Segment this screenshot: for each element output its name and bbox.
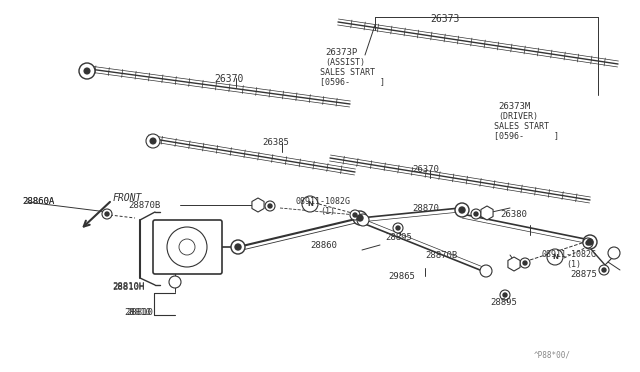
Circle shape xyxy=(167,227,207,267)
Text: [0596-      ]: [0596- ] xyxy=(494,131,559,140)
Text: SALES START: SALES START xyxy=(320,68,375,77)
Circle shape xyxy=(79,63,95,79)
Text: 28810: 28810 xyxy=(124,308,151,317)
Circle shape xyxy=(396,226,400,230)
Text: 08911-1082G: 08911-1082G xyxy=(542,250,597,259)
Polygon shape xyxy=(252,198,264,212)
Text: 28860: 28860 xyxy=(310,241,337,250)
Circle shape xyxy=(393,223,403,233)
Circle shape xyxy=(357,214,369,226)
Text: 26370: 26370 xyxy=(214,74,243,84)
Circle shape xyxy=(357,215,363,221)
Circle shape xyxy=(353,211,367,225)
Circle shape xyxy=(520,258,530,268)
Circle shape xyxy=(583,238,593,248)
Text: 28895: 28895 xyxy=(490,298,517,307)
Circle shape xyxy=(503,293,507,297)
Text: 28875: 28875 xyxy=(570,270,597,279)
Circle shape xyxy=(471,209,481,219)
Text: 28870B: 28870B xyxy=(425,251,457,260)
Text: 26385: 26385 xyxy=(262,138,289,147)
Circle shape xyxy=(474,212,478,216)
Circle shape xyxy=(146,134,160,148)
Text: 28860A: 28860A xyxy=(22,197,54,206)
Text: 28870: 28870 xyxy=(412,204,439,213)
Circle shape xyxy=(500,290,510,300)
Text: 28860A: 28860A xyxy=(22,197,54,206)
Text: 28810: 28810 xyxy=(126,308,153,317)
Text: 26373: 26373 xyxy=(430,14,460,24)
Text: 26373M: 26373M xyxy=(498,102,531,111)
Circle shape xyxy=(523,261,527,265)
Circle shape xyxy=(350,210,360,220)
Circle shape xyxy=(353,213,357,217)
Text: (DRIVER): (DRIVER) xyxy=(498,112,538,121)
Circle shape xyxy=(265,201,275,211)
Polygon shape xyxy=(508,257,520,271)
Text: [0596-      ]: [0596- ] xyxy=(320,77,385,86)
Text: 28810H: 28810H xyxy=(112,282,144,291)
Circle shape xyxy=(268,204,272,208)
Circle shape xyxy=(608,247,620,259)
Circle shape xyxy=(586,241,590,245)
Circle shape xyxy=(480,265,492,277)
Polygon shape xyxy=(481,206,493,220)
Text: 26380: 26380 xyxy=(500,210,527,219)
Circle shape xyxy=(102,209,112,219)
Circle shape xyxy=(455,203,469,217)
Text: N: N xyxy=(552,254,558,260)
Circle shape xyxy=(587,239,593,245)
Circle shape xyxy=(599,265,609,275)
Text: FRONT: FRONT xyxy=(113,193,142,203)
Text: 28895: 28895 xyxy=(385,233,412,242)
Text: 08911-1082G: 08911-1082G xyxy=(295,197,350,206)
Circle shape xyxy=(302,196,318,212)
Text: N: N xyxy=(307,201,313,207)
Text: 28870B: 28870B xyxy=(128,201,160,210)
Text: ^P88*00/: ^P88*00/ xyxy=(534,350,571,359)
Circle shape xyxy=(179,239,195,255)
Text: (ASSIST): (ASSIST) xyxy=(325,58,365,67)
Text: (1): (1) xyxy=(320,207,335,216)
Circle shape xyxy=(459,207,465,213)
Text: (1): (1) xyxy=(566,260,581,269)
Text: 26373P: 26373P xyxy=(325,48,357,57)
Circle shape xyxy=(169,276,181,288)
Circle shape xyxy=(84,68,90,74)
Text: SALES START: SALES START xyxy=(494,122,549,131)
Circle shape xyxy=(231,240,245,254)
FancyBboxPatch shape xyxy=(153,220,222,274)
Text: 29865: 29865 xyxy=(388,272,415,281)
Circle shape xyxy=(547,249,563,265)
Text: 26370: 26370 xyxy=(412,165,439,174)
Circle shape xyxy=(235,244,241,250)
Circle shape xyxy=(602,268,606,272)
Circle shape xyxy=(150,138,156,144)
Circle shape xyxy=(583,235,597,249)
Circle shape xyxy=(105,212,109,216)
Text: 28810H: 28810H xyxy=(112,283,144,292)
